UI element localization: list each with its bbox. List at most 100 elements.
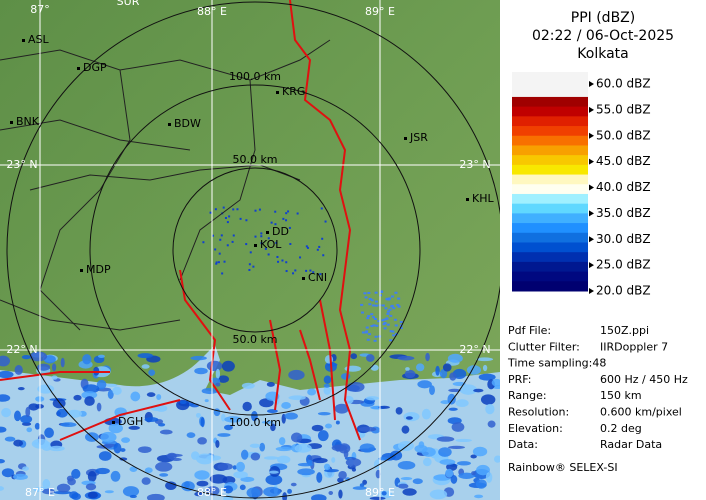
echo: [260, 235, 263, 238]
place-label: DGP: [83, 61, 107, 74]
place-label: KRG: [282, 85, 305, 98]
echo: [391, 330, 395, 333]
echo: [471, 471, 476, 476]
echo: [476, 464, 490, 476]
echo: [44, 427, 54, 439]
echo: [367, 315, 371, 318]
echo: [110, 470, 121, 482]
grid-label: 22° N: [6, 343, 37, 356]
legend-swatch: [512, 281, 588, 292]
echo: [217, 261, 220, 264]
legend-swatch: [512, 232, 588, 243]
echo: [214, 248, 217, 251]
echo: [215, 261, 218, 264]
echo: [435, 365, 440, 376]
range-rings: [6, 1, 500, 499]
echo: [156, 394, 162, 401]
legend-swatch: [512, 145, 588, 156]
echo: [215, 439, 220, 448]
info-key: Clutter Filter:: [508, 340, 580, 353]
echo: [259, 442, 266, 452]
info-key: Data:: [508, 438, 538, 451]
echo: [374, 304, 378, 307]
echo: [338, 470, 347, 480]
echo: [327, 362, 338, 367]
echo: [334, 403, 349, 414]
echo: [159, 429, 173, 435]
echo: [31, 438, 50, 449]
echo: [405, 416, 413, 420]
echo: [181, 481, 195, 492]
echo: [190, 355, 207, 361]
echo: [226, 221, 229, 224]
echo: [397, 461, 416, 470]
legend-arrow: [589, 132, 594, 139]
echo: [363, 292, 367, 295]
echo: [87, 471, 97, 482]
echo: [383, 318, 387, 321]
info-key: Pdf File:: [508, 324, 551, 337]
echo: [52, 363, 57, 372]
echo: [82, 384, 100, 394]
echo: [372, 316, 376, 319]
legend-label: 40.0 dBZ: [596, 180, 651, 194]
legend-label: 30.0 dBZ: [596, 232, 651, 246]
echo: [312, 457, 328, 464]
echo: [98, 451, 112, 461]
echo: [206, 486, 220, 496]
echo: [306, 246, 309, 249]
place-marker: [22, 39, 25, 42]
echo: [451, 422, 465, 432]
place-marker: [112, 421, 115, 424]
echo: [232, 234, 235, 237]
echo: [397, 483, 409, 489]
place-marker: [168, 123, 171, 126]
echo: [396, 303, 400, 306]
echo: [137, 353, 153, 359]
echo: [56, 408, 68, 418]
echo: [447, 393, 456, 405]
echo: [13, 439, 24, 447]
echo: [276, 255, 279, 258]
echo: [448, 445, 465, 449]
place-label: DD: [272, 225, 289, 238]
echo: [307, 388, 317, 396]
echo: [399, 321, 403, 324]
legend-swatch: [512, 252, 588, 263]
echo: [236, 461, 246, 472]
echo: [13, 473, 28, 480]
echo: [474, 494, 484, 499]
legend-label: 55.0 dBZ: [596, 102, 651, 116]
echo: [194, 470, 210, 480]
echo: [395, 407, 403, 415]
place-label: KOL: [260, 238, 282, 251]
echo: [42, 488, 55, 495]
echo: [360, 303, 364, 306]
echo: [393, 318, 397, 321]
info-value: IIRDoppler 7: [600, 340, 668, 353]
echo: [297, 468, 315, 476]
echo: [370, 325, 374, 328]
legend-arrow: [589, 262, 594, 269]
echo: [378, 405, 390, 409]
echo: [232, 208, 235, 211]
echo: [389, 330, 393, 333]
place-label: JSR: [409, 131, 428, 144]
echo: [378, 457, 389, 461]
echo: [390, 304, 394, 307]
echo: [67, 478, 76, 486]
echo: [155, 461, 173, 472]
info-key: Elevation:: [508, 422, 563, 435]
echo: [289, 243, 292, 246]
echo: [231, 240, 234, 243]
echo: [309, 269, 312, 272]
echo: [316, 248, 319, 251]
echo: [456, 461, 471, 466]
grid-label: 89° E: [365, 486, 395, 499]
echo: [0, 426, 7, 433]
echo: [373, 317, 377, 320]
echo: [401, 425, 410, 434]
echo: [223, 424, 233, 431]
echo: [85, 483, 97, 491]
